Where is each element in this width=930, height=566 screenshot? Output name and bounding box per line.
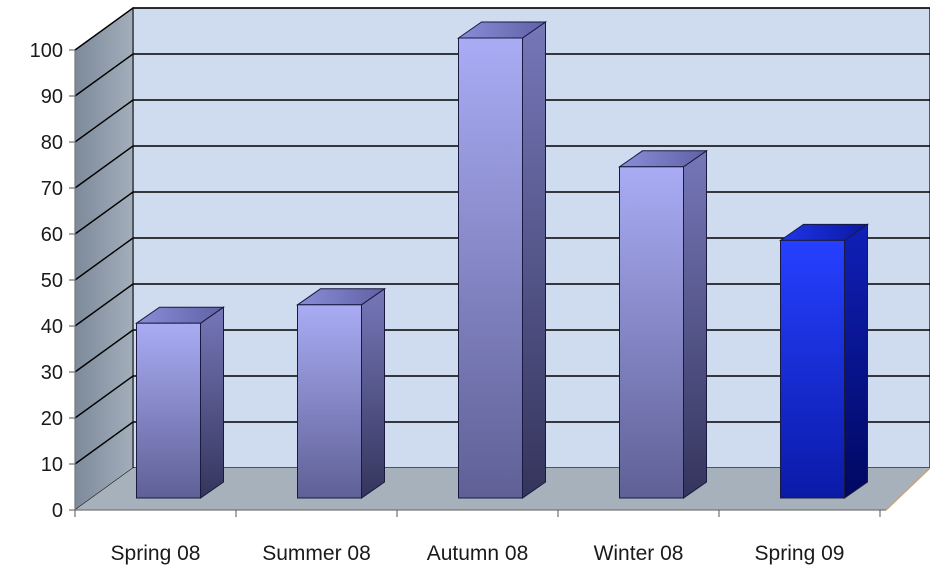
y-tick-label: 100: [30, 40, 63, 62]
bar: [778, 223, 870, 499]
x-tick-label: Spring 08: [111, 542, 201, 565]
y-tick-label: 20: [41, 408, 63, 430]
x-tick-label: Autumn 08: [427, 542, 529, 565]
y-tick-label: 40: [41, 316, 63, 338]
bar-side: [683, 149, 707, 499]
bar: [295, 287, 387, 499]
bar: [617, 149, 709, 499]
gridline: [74, 99, 930, 143]
bar-side: [361, 287, 385, 499]
x-tick-label: Winter 08: [594, 542, 684, 565]
x-tick-label: Spring 09: [755, 542, 845, 565]
gridline: [74, 145, 930, 189]
y-tick-label: 70: [41, 178, 63, 200]
y-tick-label: 90: [41, 86, 63, 108]
x-tick-label: Summer 08: [262, 542, 371, 565]
y-tick-label: 50: [41, 270, 63, 292]
gridline: [74, 53, 930, 97]
bar: [134, 306, 226, 499]
bar-side: [200, 306, 224, 499]
bar-front: [619, 166, 684, 499]
bar: [456, 21, 548, 499]
y-tick-label: 0: [52, 500, 63, 522]
y-tick-label: 80: [41, 132, 63, 154]
floor-edge: [885, 467, 930, 511]
bar-side: [844, 223, 868, 499]
y-tick-label: 10: [41, 454, 63, 476]
y-tick-label: 60: [41, 224, 63, 246]
bar-front: [458, 37, 523, 499]
bar-front: [780, 239, 845, 499]
bar-front: [136, 322, 201, 499]
bar-side: [522, 21, 546, 499]
y-tick-label: 30: [41, 362, 63, 384]
gridline: [74, 7, 930, 51]
bar-front: [297, 304, 362, 499]
